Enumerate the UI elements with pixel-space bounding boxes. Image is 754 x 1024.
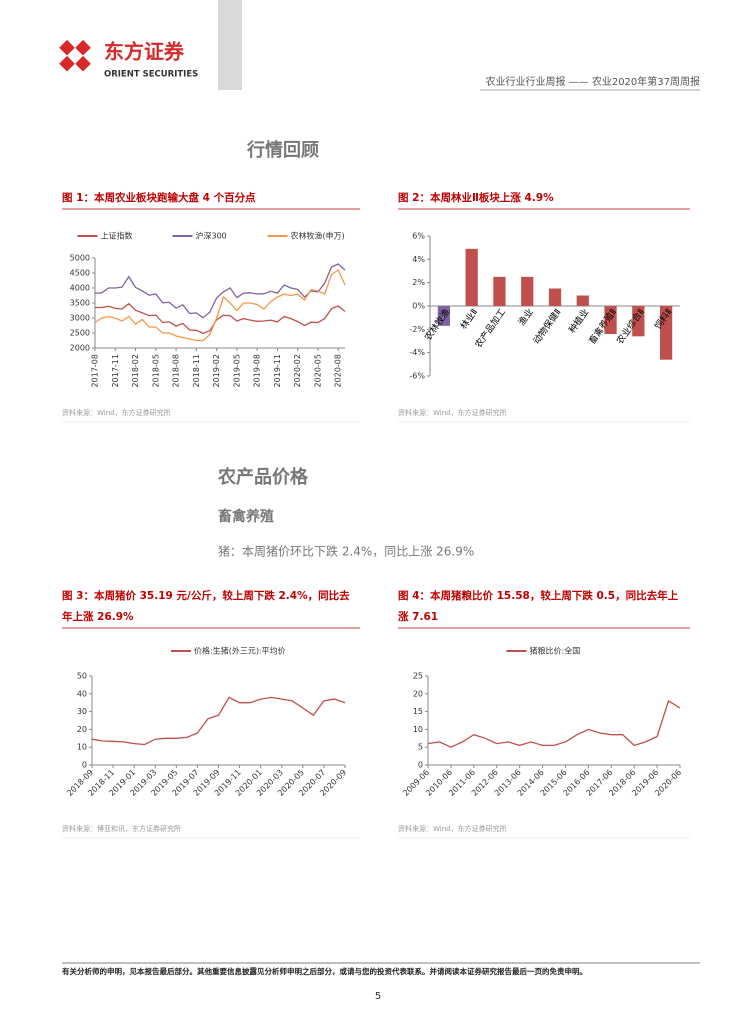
y-tick-label: 5 <box>418 743 423 752</box>
y-tick-label: 0% <box>412 302 425 311</box>
y-tick-label: 20 <box>77 725 87 734</box>
y-tick-label: 0 <box>418 761 423 770</box>
y-tick-label: 0 <box>82 761 87 770</box>
x-tick-label: 林业Ⅱ <box>457 306 480 331</box>
paragraph: 猪：本周猪价环比下跌 2.4%，同比上涨 26.9% <box>218 544 474 559</box>
bar <box>548 288 562 306</box>
bar <box>437 306 450 326</box>
subsection-title: 畜禽养殖 <box>218 508 274 525</box>
legend-label: 农林牧渔(申万) <box>291 231 345 241</box>
source: 资料来源：Wind，东方证券研究所 <box>398 408 507 417</box>
page-number: 5 <box>375 991 381 1002</box>
source: 资料来源：Wind，东方证券研究所 <box>62 408 171 417</box>
legend-label: 沪深300 <box>196 231 227 241</box>
logo-en: ORIENT SECURITIES <box>104 70 198 80</box>
legend-label: 上证指数 <box>101 231 133 241</box>
y-tick-label: 4% <box>412 255 425 264</box>
source: 资料来源：Wind，东方证券研究所 <box>398 824 507 833</box>
y-tick-label: -6% <box>409 372 425 381</box>
legend-label: 猪粮比价:全国 <box>530 646 581 656</box>
x-tick-label: 2019-11 <box>273 354 282 387</box>
y-tick-label: 3500 <box>70 299 90 308</box>
y-tick-label: 4000 <box>70 284 90 293</box>
y-tick-label: -2% <box>409 325 425 334</box>
x-tick-label: 动物保健Ⅱ <box>530 306 563 346</box>
report-title: 农业行业行业周报 —— 农业2020年第37周周报 <box>485 75 700 88</box>
y-tick-label: 20 <box>413 689 423 698</box>
figure-title: 图 3：本周猪价 35.19 元/公斤，较上周下跌 2.4%，同比去 <box>62 589 350 602</box>
y-tick-label: 2500 <box>70 329 90 338</box>
disclaimer: 有关分析师的申明，见本报告最后部分。其他重要信息披露见分析师申明之后部分，或请与… <box>62 966 587 976</box>
figure-title: 图 1：本周农业板块跑输大盘 4 个百分点 <box>62 191 256 204</box>
legend-label: 价格:生猪(外三元):平均价 <box>194 646 286 656</box>
x-tick-label: 2018-05 <box>151 354 160 387</box>
y-tick-label: 15 <box>413 707 423 716</box>
y-tick-label: 4500 <box>70 269 90 278</box>
series-line <box>94 269 346 342</box>
x-tick-label: 2020-08 <box>334 354 343 387</box>
y-tick-label: 10 <box>77 743 87 752</box>
x-tick-label: 2020-02 <box>293 354 302 387</box>
y-tick-label: 30 <box>77 707 87 716</box>
x-tick-label: 2020-05 <box>313 354 322 387</box>
y-tick-label: 50 <box>77 672 87 681</box>
series-line <box>91 696 346 746</box>
bar <box>576 295 589 306</box>
y-tick-label: 40 <box>77 689 87 698</box>
x-tick-label: 2017-08 <box>91 354 100 387</box>
x-tick-label: 2018-08 <box>172 354 181 387</box>
x-tick-label: 2017-11 <box>111 354 120 387</box>
x-tick-label: 种植业 <box>566 306 591 335</box>
x-tick-label: 2019-05 <box>232 354 241 387</box>
section-title: 农产品价格 <box>217 466 309 488</box>
x-tick-label: 渔业 <box>516 307 535 328</box>
x-tick-label: 2019-02 <box>212 354 221 387</box>
y-tick-label: 2000 <box>70 344 90 353</box>
series-line <box>95 302 346 335</box>
bar <box>493 276 506 306</box>
x-tick-label: 2019-08 <box>253 354 262 387</box>
y-tick-label: 3000 <box>70 314 90 323</box>
figure-title: 图 2：本周林业Ⅱ板块上涨 4.9% <box>398 191 554 204</box>
x-tick-label: 2018-02 <box>131 354 140 387</box>
y-tick-label: 5000 <box>70 254 90 263</box>
bar <box>604 306 617 334</box>
section-title: 行情回顾 <box>246 139 319 161</box>
bar <box>632 306 645 337</box>
bar <box>660 306 673 360</box>
bar <box>465 248 478 306</box>
source: 资料来源：博亚和讯，东方证券研究所 <box>62 824 181 833</box>
y-tick-label: 6% <box>412 232 425 241</box>
figure-title: 涨 7.61 <box>398 610 438 623</box>
figure-title: 图 4：本周猪粮比价 15.58，较上周下跌 0.5，同比去年上 <box>398 589 679 602</box>
y-tick-label: 25 <box>413 672 423 681</box>
series-line <box>427 699 681 748</box>
bar <box>521 276 534 306</box>
series-line <box>94 263 346 319</box>
logo-mark <box>59 39 91 72</box>
y-tick-label: 2% <box>412 278 425 287</box>
y-tick-label: -4% <box>409 348 425 357</box>
header-band <box>218 0 242 90</box>
x-tick-label: 2018-11 <box>192 354 201 387</box>
logo-cn: 东方证券 <box>104 40 185 64</box>
y-tick-label: 10 <box>413 725 423 734</box>
figure-title: 年上涨 26.9% <box>62 610 134 623</box>
